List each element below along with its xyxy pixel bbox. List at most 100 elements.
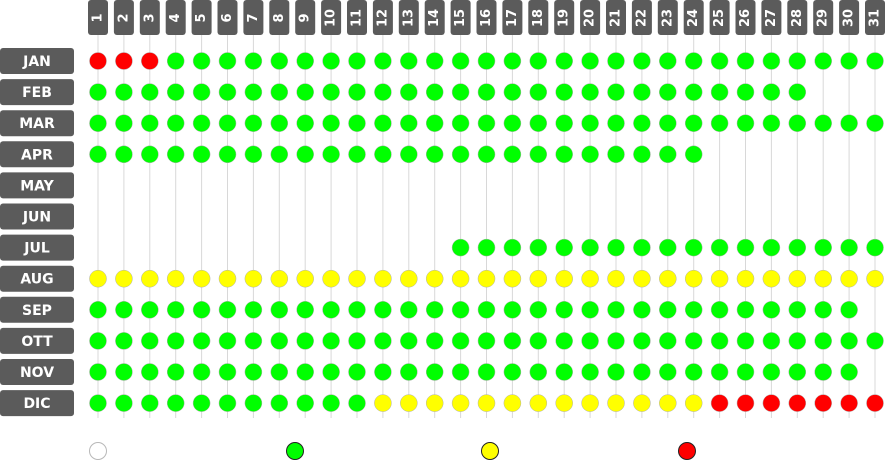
day-dot-green[interactable] bbox=[633, 83, 651, 101]
day-dot-green[interactable] bbox=[477, 145, 496, 164]
day-dot-yellow[interactable] bbox=[633, 394, 651, 412]
day-dot-green[interactable] bbox=[115, 83, 133, 101]
day-dot-green[interactable] bbox=[322, 114, 340, 132]
day-dot-green[interactable] bbox=[244, 394, 263, 412]
day-dot-green[interactable] bbox=[788, 114, 807, 132]
day-dot-green[interactable] bbox=[322, 394, 340, 412]
day-dot-yellow[interactable] bbox=[814, 269, 832, 288]
day-dot-green[interactable] bbox=[348, 83, 366, 101]
day-dot-green[interactable] bbox=[218, 145, 237, 164]
day-dot-green[interactable] bbox=[607, 332, 625, 350]
day-dot-green[interactable] bbox=[477, 363, 496, 381]
day-dot-green[interactable] bbox=[840, 114, 858, 132]
day-dot-green[interactable] bbox=[788, 301, 807, 319]
day-dot-red[interactable] bbox=[141, 52, 159, 70]
day-dot-green[interactable] bbox=[192, 145, 211, 164]
day-dot-green[interactable] bbox=[762, 301, 781, 319]
day-dot-yellow[interactable] bbox=[788, 269, 807, 288]
day-dot-yellow[interactable] bbox=[633, 269, 651, 288]
day-dot-green[interactable] bbox=[166, 114, 185, 132]
day-dot-green[interactable] bbox=[529, 301, 548, 319]
day-dot-green[interactable] bbox=[503, 238, 522, 257]
day-dot-yellow[interactable] bbox=[374, 269, 392, 288]
day-dot-green[interactable] bbox=[218, 83, 237, 101]
day-dot-green[interactable] bbox=[814, 332, 832, 350]
day-dot-green[interactable] bbox=[633, 145, 651, 164]
day-dot-green[interactable] bbox=[710, 83, 729, 101]
day-dot-yellow[interactable] bbox=[684, 269, 703, 288]
day-dot-green[interactable] bbox=[166, 301, 185, 319]
day-dot-green[interactable] bbox=[322, 301, 340, 319]
day-dot-green[interactable] bbox=[270, 114, 289, 132]
day-dot-green[interactable] bbox=[477, 114, 496, 132]
day-dot-green[interactable] bbox=[710, 238, 729, 257]
day-dot-green[interactable] bbox=[244, 114, 263, 132]
day-dot-green[interactable] bbox=[400, 332, 418, 350]
day-dot-yellow[interactable] bbox=[659, 394, 677, 412]
day-dot-green[interactable] bbox=[581, 332, 599, 350]
day-dot-green[interactable] bbox=[192, 52, 211, 70]
day-dot-green[interactable] bbox=[348, 363, 366, 381]
day-dot-green[interactable] bbox=[89, 114, 107, 132]
day-dot-green[interactable] bbox=[659, 114, 677, 132]
day-dot-green[interactable] bbox=[633, 114, 651, 132]
day-dot-green[interactable] bbox=[529, 363, 548, 381]
day-dot-green[interactable] bbox=[814, 238, 832, 257]
day-dot-green[interactable] bbox=[244, 363, 263, 381]
day-dot-yellow[interactable] bbox=[659, 269, 677, 288]
day-dot-yellow[interactable] bbox=[166, 269, 185, 288]
day-dot-green[interactable] bbox=[762, 363, 781, 381]
day-dot-green[interactable] bbox=[633, 301, 651, 319]
day-dot-green[interactable] bbox=[555, 238, 573, 257]
day-dot-green[interactable] bbox=[633, 238, 651, 257]
day-dot-green[interactable] bbox=[348, 301, 366, 319]
day-dot-yellow[interactable] bbox=[89, 269, 107, 288]
day-dot-green[interactable] bbox=[451, 114, 470, 132]
day-dot-green[interactable] bbox=[477, 83, 496, 101]
day-dot-green[interactable] bbox=[166, 394, 185, 412]
day-dot-green[interactable] bbox=[89, 301, 107, 319]
day-dot-green[interactable] bbox=[374, 114, 392, 132]
day-dot-green[interactable] bbox=[141, 301, 159, 319]
day-dot-green[interactable] bbox=[425, 52, 444, 70]
day-dot-green[interactable] bbox=[633, 363, 651, 381]
day-dot-green[interactable] bbox=[659, 145, 677, 164]
day-dot-green[interactable] bbox=[814, 301, 832, 319]
day-dot-yellow[interactable] bbox=[581, 394, 599, 412]
day-dot-green[interactable] bbox=[244, 52, 263, 70]
day-dot-green[interactable] bbox=[348, 145, 366, 164]
day-dot-green[interactable] bbox=[477, 301, 496, 319]
day-dot-green[interactable] bbox=[451, 52, 470, 70]
day-dot-green[interactable] bbox=[555, 301, 573, 319]
day-dot-yellow[interactable] bbox=[400, 269, 418, 288]
day-dot-green[interactable] bbox=[581, 238, 599, 257]
day-dot-green[interactable] bbox=[555, 332, 573, 350]
day-dot-yellow[interactable] bbox=[710, 269, 729, 288]
day-dot-green[interactable] bbox=[244, 332, 263, 350]
day-dot-green[interactable] bbox=[814, 114, 832, 132]
day-dot-green[interactable] bbox=[503, 301, 522, 319]
day-dot-green[interactable] bbox=[218, 394, 237, 412]
day-dot-green[interactable] bbox=[322, 363, 340, 381]
day-dot-green[interactable] bbox=[581, 301, 599, 319]
day-dot-green[interactable] bbox=[866, 332, 884, 350]
day-dot-green[interactable] bbox=[400, 52, 418, 70]
day-dot-green[interactable] bbox=[192, 363, 211, 381]
day-dot-green[interactable] bbox=[659, 52, 677, 70]
day-dot-green[interactable] bbox=[296, 83, 314, 101]
day-dot-green[interactable] bbox=[166, 332, 185, 350]
day-dot-green[interactable] bbox=[788, 52, 807, 70]
day-dot-yellow[interactable] bbox=[244, 269, 263, 288]
day-dot-green[interactable] bbox=[840, 52, 858, 70]
day-dot-green[interactable] bbox=[736, 114, 755, 132]
day-dot-green[interactable] bbox=[192, 83, 211, 101]
day-dot-green[interactable] bbox=[374, 145, 392, 164]
day-dot-green[interactable] bbox=[270, 332, 289, 350]
day-dot-yellow[interactable] bbox=[503, 394, 522, 412]
day-dot-green[interactable] bbox=[529, 332, 548, 350]
day-dot-green[interactable] bbox=[166, 83, 185, 101]
day-dot-green[interactable] bbox=[762, 238, 781, 257]
day-dot-yellow[interactable] bbox=[555, 394, 573, 412]
day-dot-green[interactable] bbox=[581, 363, 599, 381]
day-dot-green[interactable] bbox=[451, 238, 470, 257]
